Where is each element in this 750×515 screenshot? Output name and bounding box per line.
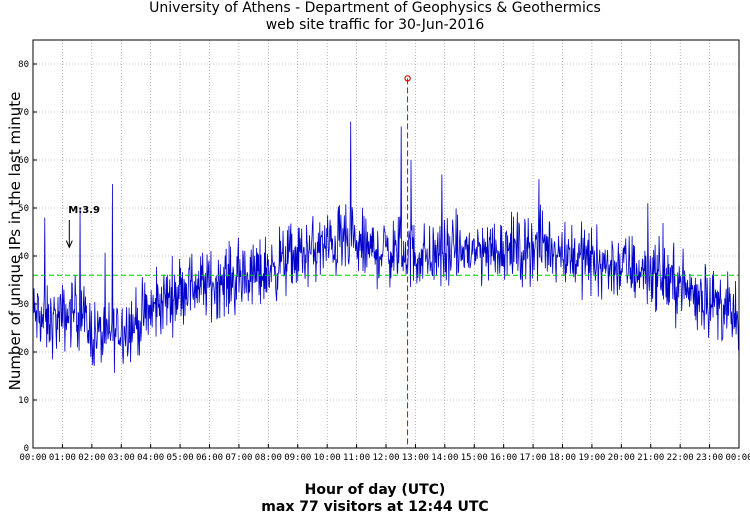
plot-frame bbox=[32, 39, 740, 449]
x-tick-label: 22:00 bbox=[667, 453, 694, 463]
y-tick-label: 40 bbox=[18, 252, 29, 262]
x-axis-label: Hour of day (UTC) bbox=[304, 482, 446, 498]
x-tick-label: 09:00 bbox=[284, 453, 311, 463]
x-tick-label: 05:00 bbox=[167, 453, 194, 463]
x-tick-label: 21:00 bbox=[637, 453, 664, 463]
x-tick-label: 15:00 bbox=[461, 453, 488, 463]
chart-subtitle: web site traffic for 30-Jun-2016 bbox=[265, 17, 485, 33]
x-tick-label: 11:00 bbox=[343, 453, 370, 463]
x-tick-label: 06:00 bbox=[196, 453, 223, 463]
x-tick-label: 17:00 bbox=[520, 453, 547, 463]
y-tick-label: 0 bbox=[24, 444, 29, 454]
max-visitors-caption: max 77 visitors at 12:44 UTC bbox=[261, 499, 489, 515]
y-tick-label: 60 bbox=[18, 156, 29, 166]
x-tick-label: 10:00 bbox=[314, 453, 341, 463]
y-tick-label: 10 bbox=[18, 396, 29, 406]
x-tick-label: 07:00 bbox=[225, 453, 252, 463]
x-tick-label: 12:00 bbox=[372, 453, 399, 463]
x-tick-label: 23:00 bbox=[696, 453, 723, 463]
x-tick-label: 01:00 bbox=[49, 453, 76, 463]
x-tick-label: 03:00 bbox=[108, 453, 135, 463]
y-tick-label: 70 bbox=[18, 108, 29, 118]
x-tick-label: 00:00 bbox=[19, 453, 46, 463]
max-marker bbox=[404, 75, 411, 82]
y-tick-label: 20 bbox=[18, 348, 29, 358]
x-tick-label: 19:00 bbox=[578, 453, 605, 463]
x-tick-label: 18:00 bbox=[549, 453, 576, 463]
x-tick-label: 00:00 bbox=[725, 453, 750, 463]
y-tick-label: 30 bbox=[18, 300, 29, 310]
x-tick-label: 02:00 bbox=[78, 453, 105, 463]
y-tick-label: 80 bbox=[18, 60, 29, 70]
traffic-series-line bbox=[32, 121, 740, 373]
tick-labels: 00:00 01:00 02:00 03:00 04:00 05:00 06:00 07:00… bbox=[18, 60, 750, 463]
x-tick-label: 04:00 bbox=[137, 453, 164, 463]
x-tick-label: 13:00 bbox=[402, 453, 429, 463]
x-tick-label: 14:00 bbox=[431, 453, 458, 463]
x-tick-label: 08:00 bbox=[255, 453, 282, 463]
series-group: M:3.9 bbox=[32, 75, 740, 448]
grid-lines bbox=[32, 40, 740, 449]
earthquake-annotation-label: M:3.9 bbox=[68, 205, 100, 216]
y-tick-label: 50 bbox=[18, 204, 29, 214]
chart-title: University of Athens - Department of Geo… bbox=[149, 0, 601, 16]
x-tick-label: 16:00 bbox=[490, 453, 517, 463]
x-tick-label: 20:00 bbox=[608, 453, 635, 463]
earthquake-arrow-head bbox=[65, 240, 73, 249]
